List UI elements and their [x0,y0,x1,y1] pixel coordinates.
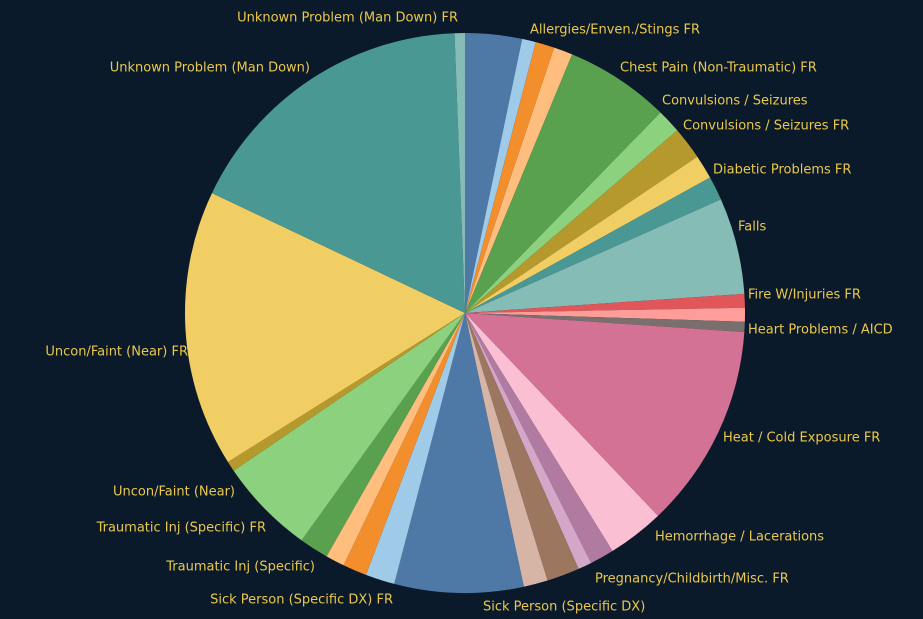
slice-label: Falls [738,220,766,235]
slice-label: Sick Person (Specific DX) [483,600,645,615]
slice-label: Heart Problems / AICD [748,323,893,338]
slice-label: Fire W/Injuries FR [748,288,861,303]
slice-label: Convulsions / Seizures FR [683,119,849,134]
pie-slice [465,313,548,587]
pie-slice [465,307,745,322]
pie-slice [465,156,711,313]
slice-label: Chest Pain (Non-Traumatic) FR [620,61,817,76]
pie-slice [394,313,524,593]
pie-slice [465,313,745,516]
pie-slice [465,130,698,313]
pie-slice [227,313,465,471]
slice-label: Unknown Problem (Man Down) FR [237,11,458,26]
pie-slice [465,33,523,313]
pie-slice [454,33,465,313]
pie-slice [465,313,658,552]
slice-label: Heat / Cold Exposure FR [723,431,880,446]
pie-slice [465,38,536,313]
pie-slice [211,33,465,313]
pie-slice [465,54,661,314]
pie-slice [465,112,678,313]
pie-slice [301,313,465,557]
slice-label: Traumatic Inj (Specific) FR [96,521,266,536]
slice-label: Convulsions / Seizures [662,94,808,109]
pie-slice [343,313,465,575]
pie-slice [465,177,721,313]
pie-slice [365,313,465,584]
pie-slice [465,313,579,581]
slice-label: Uncon/Faint (Near) [113,485,235,500]
slice-label: Sick Person (Specific DX) FR [210,593,393,608]
slice-label: Uncon/Faint (Near) FR [45,345,188,360]
pie-slice [326,313,465,566]
pie-slice [233,313,465,541]
slice-label: Unknown Problem (Man Down) [110,61,310,76]
pie-slice [465,199,745,313]
pie-slice [185,193,465,462]
slice-label: Hemorrhage / Lacerations [655,530,824,545]
slice-label: Traumatic Inj (Specific) [165,560,315,575]
slice-label: Allergies/Enven./Stings FR [530,23,700,38]
slice-label: Diabetic Problems FR [713,163,851,178]
slice-label: Pregnancy/Childbirth/Misc. FR [595,572,789,587]
pie-slice [465,293,745,313]
pie-slice [465,313,745,333]
pie-slice [465,313,592,569]
pie-slice [465,47,573,313]
pie-slice [465,42,555,314]
pie-slice [465,313,613,563]
